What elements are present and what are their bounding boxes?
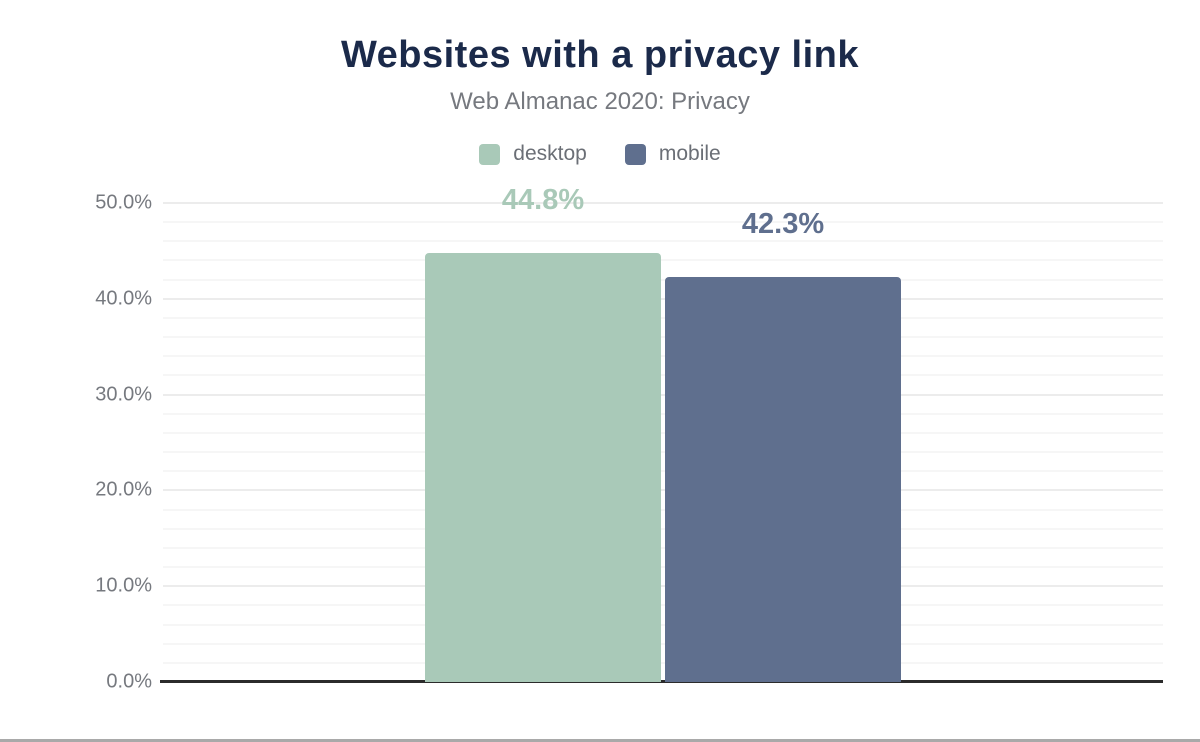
gridline-minor (163, 240, 1163, 243)
legend-swatch-desktop (479, 143, 501, 165)
bar-desktop (425, 252, 661, 682)
chart-subtitle: Web Almanac 2020: Privacy (450, 88, 750, 115)
gridline-major (163, 202, 1163, 204)
gridline-minor (163, 278, 1163, 281)
gridline-minor (163, 221, 1163, 224)
gridline-minor (163, 336, 1163, 339)
gridline-major (163, 297, 1163, 300)
bar-value-label-mobile: 42.3% (741, 207, 825, 240)
gridline-minor (163, 661, 1163, 664)
gridline-minor (163, 451, 1163, 454)
gridline-minor (163, 259, 1163, 262)
gridline-minor (163, 470, 1163, 473)
gridline-major (163, 585, 1163, 588)
gridline-minor (163, 546, 1163, 549)
gridline-major (163, 393, 1163, 396)
y-tick-label: 40.0% (95, 287, 152, 310)
gridline-minor (163, 566, 1163, 569)
gridline-minor (163, 412, 1163, 415)
y-tick-label: 30.0% (95, 383, 152, 406)
gridline-minor (163, 355, 1163, 358)
gridline-minor (163, 623, 1163, 626)
legend: desktop mobile (0, 142, 1200, 166)
x-axis-line (160, 680, 1163, 683)
gridline-minor (163, 508, 1163, 511)
gridline-minor (163, 604, 1163, 607)
chart-title: Websites with a privacy link (340, 34, 860, 76)
gridline-major (163, 489, 1163, 492)
gridline-minor (163, 374, 1163, 377)
legend-label-mobile: mobile (658, 142, 721, 165)
legend-entry-mobile: mobile (624, 142, 721, 166)
legend-swatch-mobile (624, 143, 646, 165)
y-tick-label: 20.0% (95, 478, 152, 501)
gridline-minor (163, 642, 1163, 645)
bar-value-label-desktop: 44.8% (501, 183, 585, 216)
y-tick-label: 0.0% (106, 670, 152, 693)
y-tick-label: 10.0% (95, 574, 152, 597)
plot-area: 44.8% 42.3% (160, 184, 1163, 683)
gridline-minor (163, 527, 1163, 530)
gridline-minor (163, 316, 1163, 319)
legend-label-desktop: desktop (513, 142, 587, 165)
gridline-minor (163, 431, 1163, 434)
y-tick-label: 50.0% (95, 191, 152, 214)
bar-mobile (665, 276, 901, 682)
legend-entry-desktop: desktop (479, 142, 587, 166)
